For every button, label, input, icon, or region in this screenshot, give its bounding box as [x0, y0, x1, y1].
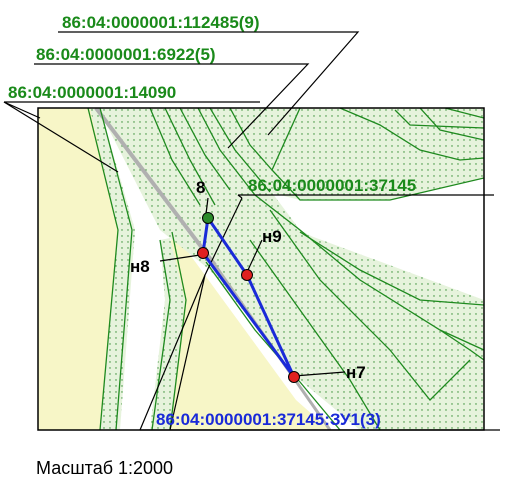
parcel-label-zu1: 86:04:0000001:37145:ЗУ1(3): [156, 410, 381, 429]
point-n9: [241, 269, 253, 281]
map-content: [38, 108, 484, 430]
parcel-label-6922: 86:04:0000001:6922(5): [36, 45, 216, 64]
point-n7: [288, 371, 300, 383]
point-label-n7: н7: [346, 363, 366, 382]
point-label-n8: н8: [130, 257, 150, 276]
zone-yellow-bottom: [156, 230, 330, 430]
label-leaders: [3, 31, 500, 431]
point-label-8: 8: [196, 178, 205, 197]
point-label-n9: н9: [262, 227, 282, 246]
road-line: [94, 108, 217, 267]
parcel-label-14090: 86:04:0000001:14090: [8, 83, 176, 102]
zone-hatched-left-strip: [90, 108, 135, 430]
scale-text: Масштаб 1:2000: [36, 458, 174, 478]
zone-hatched-top: [260, 108, 484, 200]
parcel-label-112485: 86:04:0000001:112485(9): [62, 13, 260, 32]
parcel-boundaries: [87, 108, 484, 430]
point-n8: [197, 247, 209, 259]
point-8: [202, 212, 214, 224]
parcel-label-37145: 86:04:0000001:37145: [248, 176, 416, 195]
zone-hatched-main: [98, 108, 484, 430]
